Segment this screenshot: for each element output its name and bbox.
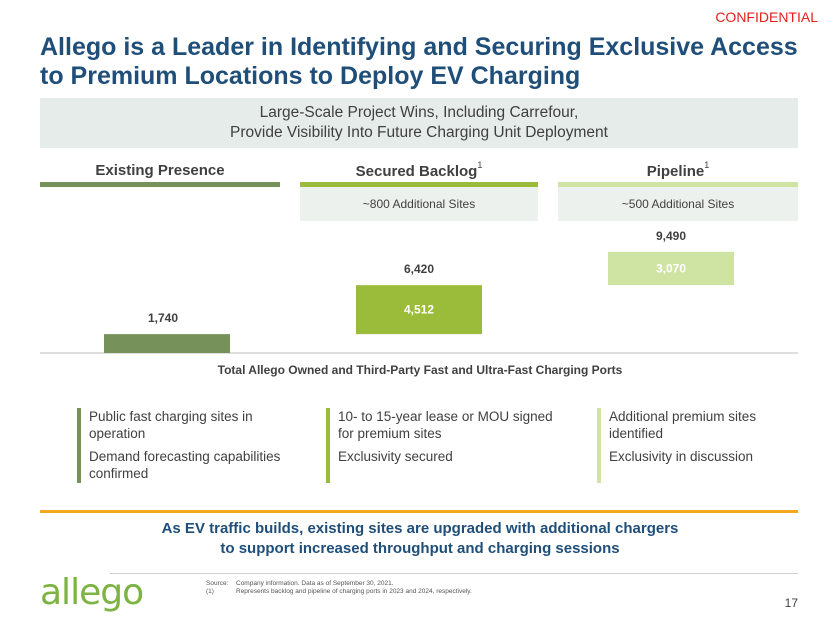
note-pipeline: ~500 Additional Sites [558, 187, 798, 221]
closing-line-2: to support increased throughput and char… [220, 540, 620, 557]
bullet-item: Demand forecasting capabilities confirme… [89, 449, 281, 481]
banner-line-2: Provide Visibility Into Future Charging … [230, 124, 608, 141]
page-number: 17 [784, 596, 798, 610]
bar-1 [356, 285, 482, 335]
bullet-item: Exclusivity in discussion [609, 449, 754, 464]
footnote-key: (1) [206, 588, 214, 595]
footnote-marker: 1 [477, 160, 483, 170]
bar-value-label: 3,070 [656, 261, 686, 275]
heading-pipeline: Pipeline1 [646, 160, 710, 180]
note-secured-backlog: ~800 Additional Sites [300, 187, 538, 221]
bullet-bar [597, 408, 601, 483]
bar-2 [608, 251, 734, 286]
bullet-item: 10- to 15-year lease or MOU signed for p… [338, 409, 553, 441]
waterfall-chart: 1,740 4,512 6,420 3,070 9,490 [40, 229, 798, 354]
bullet-bar [77, 408, 81, 483]
heading-existing-presence: Existing Presence [95, 162, 225, 179]
footnote-marker: 1 [704, 160, 710, 170]
total-label: 9,490 [656, 229, 686, 243]
bullets-pipeline: Additional premium sites identified Excl… [597, 408, 797, 483]
bullet-item: Public fast charging sites in operation [89, 409, 253, 441]
bar-0 [104, 334, 230, 353]
footnote-text: Represents backlog and pipeline of charg… [236, 588, 472, 595]
closing-statement: As EV traffic builds, existing sites are… [0, 519, 840, 559]
bullet-item: Exclusivity secured [338, 449, 453, 464]
footer-divider [110, 573, 798, 574]
source-text: Company information. Data as of Septembe… [236, 580, 394, 587]
closing-line-1: As EV traffic builds, existing sites are… [161, 520, 679, 537]
bullet-item: Additional premium sites identified [609, 409, 757, 441]
rule-secured-backlog [300, 182, 538, 187]
confidential-label: CONFIDENTIAL [715, 9, 818, 25]
page-title: Allego is a Leader in Identifying and Se… [40, 33, 798, 90]
total-label: 6,420 [404, 262, 434, 276]
rule-pipeline [558, 182, 798, 187]
divider [40, 510, 798, 513]
bullet-bar [326, 408, 330, 483]
bullets-existing-presence: Public fast charging sites in operation … [77, 408, 297, 488]
source-notes: Source: Company information. Data as of S… [206, 580, 472, 596]
bullets-secured-backlog: 10- to 15-year lease or MOU signed for p… [326, 408, 556, 483]
subtitle-banner: Large-Scale Project Wins, Including Carr… [40, 98, 798, 148]
source-key: Source: [206, 580, 229, 587]
rule-existing-presence [40, 182, 280, 187]
heading-secured-backlog: Secured Backlog1 [355, 160, 483, 180]
total-label: 1,740 [148, 311, 178, 325]
banner-line-1: Large-Scale Project Wins, Including Carr… [259, 104, 579, 121]
chart-caption: Total Allego Owned and Third-Party Fast … [217, 363, 623, 377]
bar-value-label: 4,512 [404, 303, 434, 317]
allego-logo: allego [40, 572, 144, 613]
